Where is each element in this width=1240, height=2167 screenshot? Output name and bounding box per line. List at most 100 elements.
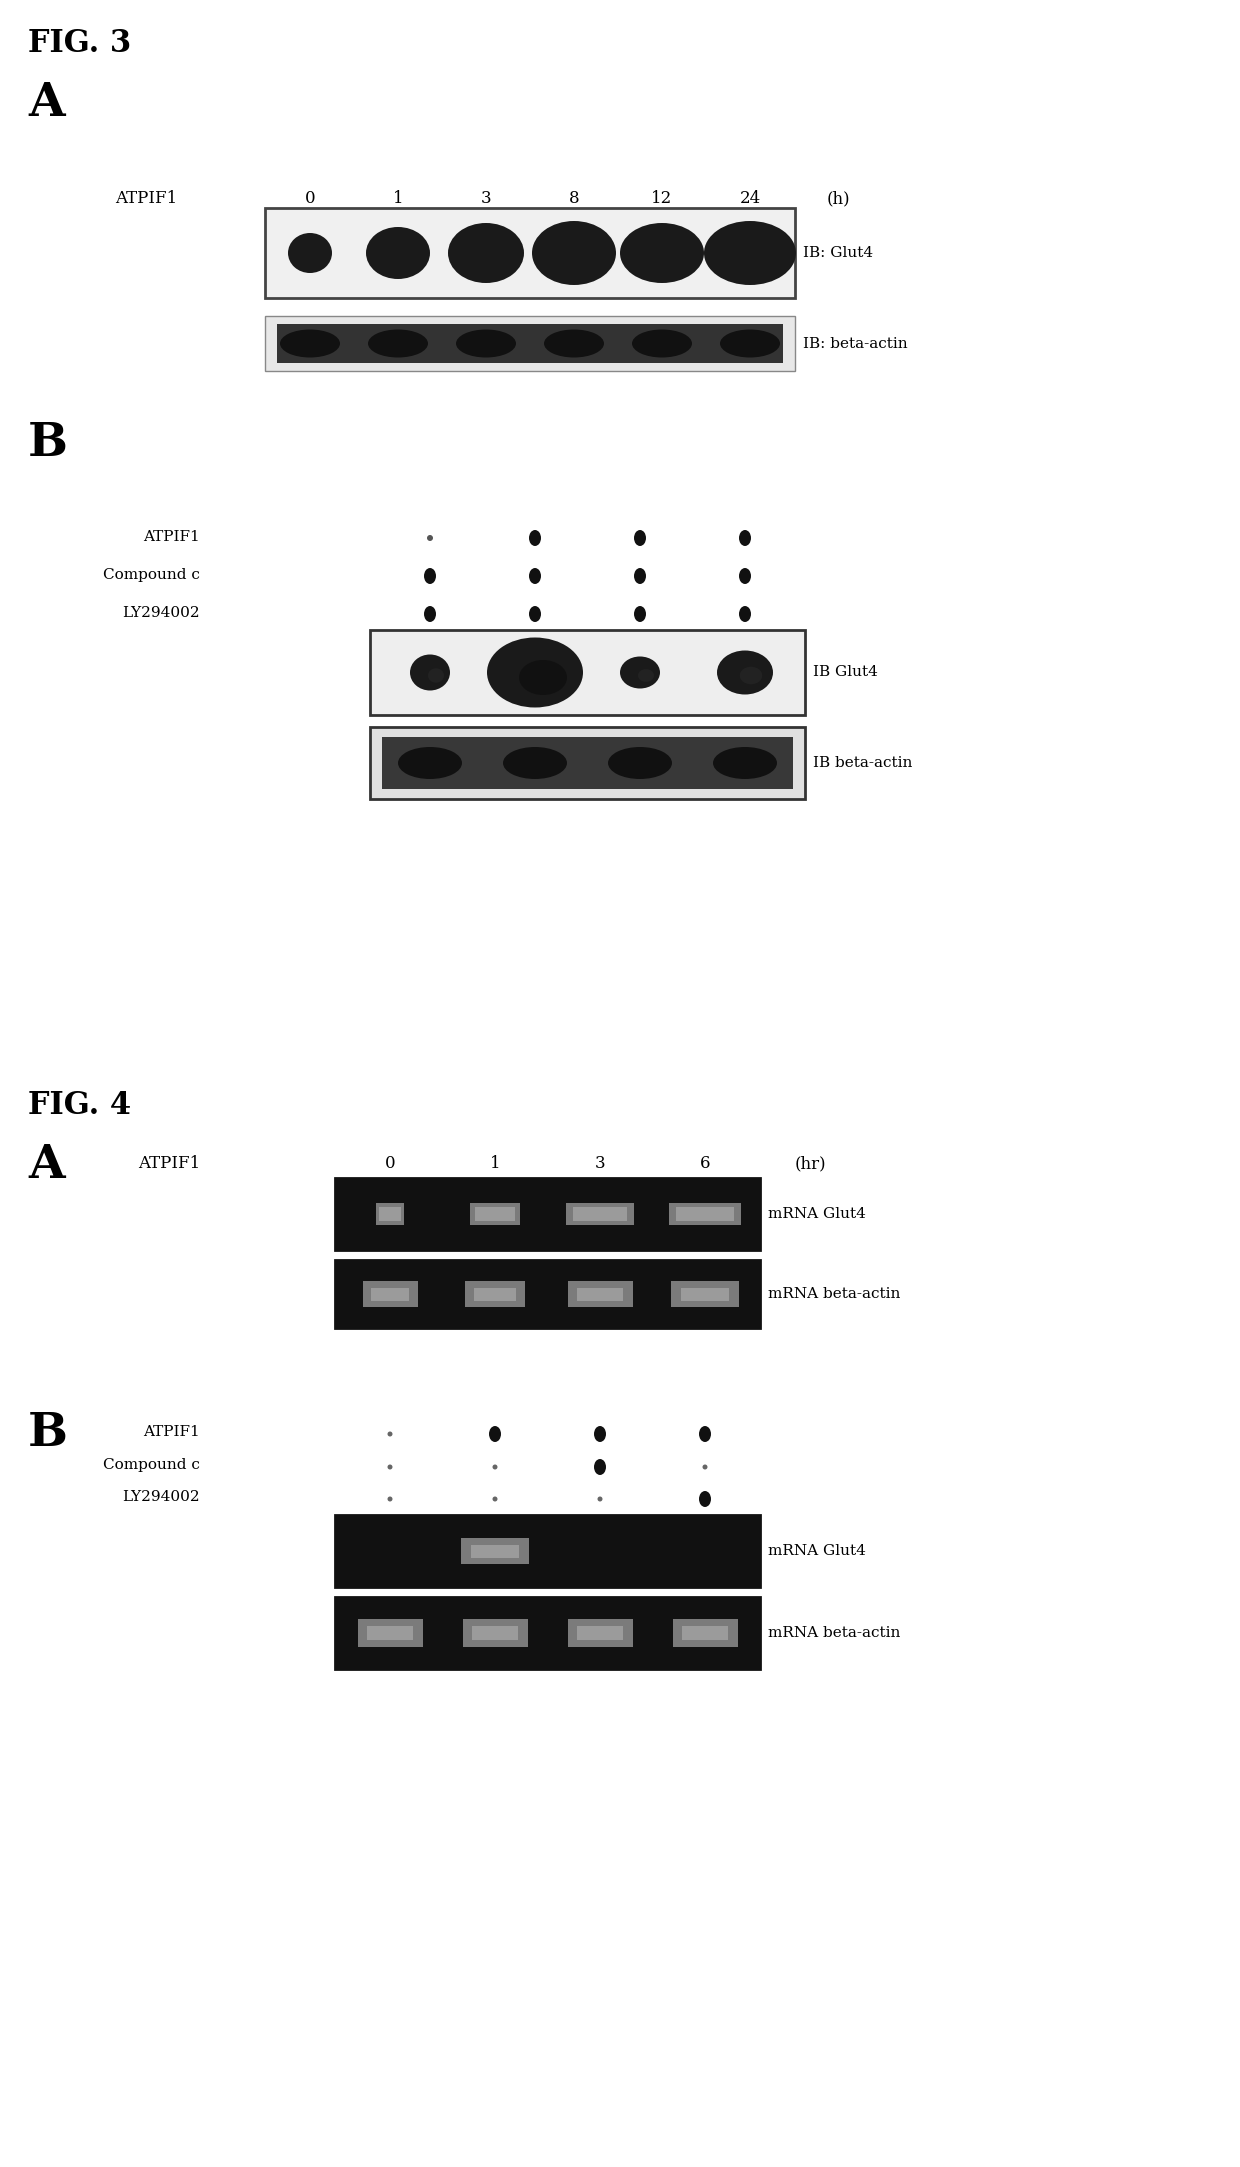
Bar xyxy=(357,1619,423,1647)
Text: mRNA beta-actin: mRNA beta-actin xyxy=(768,1625,900,1640)
Ellipse shape xyxy=(428,667,444,683)
Text: ATPIF1: ATPIF1 xyxy=(144,1426,200,1439)
Ellipse shape xyxy=(529,531,541,546)
Ellipse shape xyxy=(703,1465,708,1469)
Text: IB beta-actin: IB beta-actin xyxy=(813,756,913,769)
Ellipse shape xyxy=(713,748,777,778)
Text: LY294002: LY294002 xyxy=(123,1491,200,1504)
Ellipse shape xyxy=(387,1497,393,1502)
Ellipse shape xyxy=(699,1491,711,1506)
Bar xyxy=(382,737,794,789)
Bar xyxy=(277,325,782,364)
Text: FIG. 4: FIG. 4 xyxy=(29,1090,131,1120)
Ellipse shape xyxy=(608,748,672,778)
Ellipse shape xyxy=(594,1426,606,1441)
Bar xyxy=(370,726,805,800)
Bar xyxy=(474,1287,516,1300)
Bar xyxy=(472,1625,518,1640)
Ellipse shape xyxy=(639,670,653,683)
Ellipse shape xyxy=(387,245,419,271)
Bar xyxy=(335,1259,760,1328)
Bar xyxy=(470,1203,520,1224)
Text: A: A xyxy=(29,1142,64,1188)
Bar xyxy=(565,1203,634,1224)
Ellipse shape xyxy=(740,667,763,685)
Text: 6: 6 xyxy=(699,1155,711,1172)
Text: (hr): (hr) xyxy=(794,1155,826,1172)
Bar xyxy=(568,1281,632,1307)
Bar xyxy=(573,1207,627,1220)
Ellipse shape xyxy=(720,329,780,358)
Ellipse shape xyxy=(520,661,567,696)
Bar xyxy=(371,1287,409,1300)
Text: A: A xyxy=(29,80,64,126)
Ellipse shape xyxy=(732,241,777,273)
Ellipse shape xyxy=(634,568,646,583)
Text: FIG. 3: FIG. 3 xyxy=(29,28,131,59)
Text: mRNA Glut4: mRNA Glut4 xyxy=(768,1545,866,1558)
Ellipse shape xyxy=(492,1465,497,1469)
Ellipse shape xyxy=(699,1426,711,1441)
Text: ATPIF1: ATPIF1 xyxy=(115,191,177,208)
Ellipse shape xyxy=(704,221,796,286)
Bar xyxy=(376,1203,404,1224)
Text: ATPIF1: ATPIF1 xyxy=(138,1155,200,1172)
Ellipse shape xyxy=(410,654,450,691)
Ellipse shape xyxy=(448,223,525,284)
Text: ATPIF1: ATPIF1 xyxy=(144,531,200,544)
Bar xyxy=(461,1539,529,1565)
Ellipse shape xyxy=(366,228,430,280)
Text: LY294002: LY294002 xyxy=(123,607,200,620)
Ellipse shape xyxy=(387,1465,393,1469)
Bar xyxy=(676,1207,734,1220)
Text: mRNA Glut4: mRNA Glut4 xyxy=(768,1207,866,1220)
Text: mRNA beta-actin: mRNA beta-actin xyxy=(768,1287,900,1300)
Text: 12: 12 xyxy=(651,191,672,208)
Bar xyxy=(578,1287,622,1300)
Ellipse shape xyxy=(427,535,433,542)
Ellipse shape xyxy=(598,1497,603,1502)
Bar xyxy=(578,1625,622,1640)
Bar xyxy=(463,1619,527,1647)
Ellipse shape xyxy=(288,234,332,273)
Ellipse shape xyxy=(634,531,646,546)
Text: 1: 1 xyxy=(490,1155,500,1172)
Bar xyxy=(378,1207,402,1220)
Ellipse shape xyxy=(472,243,510,273)
Ellipse shape xyxy=(739,531,751,546)
Bar xyxy=(465,1281,525,1307)
Text: IB: Glut4: IB: Glut4 xyxy=(804,247,873,260)
Bar xyxy=(265,316,795,371)
Bar xyxy=(265,208,795,299)
Ellipse shape xyxy=(646,243,688,273)
Bar xyxy=(682,1625,728,1640)
Ellipse shape xyxy=(398,748,463,778)
Ellipse shape xyxy=(368,329,428,358)
Ellipse shape xyxy=(717,650,773,693)
Ellipse shape xyxy=(529,607,541,622)
Text: B: B xyxy=(29,420,68,466)
Text: Compound c: Compound c xyxy=(103,568,200,583)
Text: 0: 0 xyxy=(305,191,315,208)
Text: (h): (h) xyxy=(826,191,849,208)
Ellipse shape xyxy=(632,329,692,358)
Bar xyxy=(370,631,805,715)
Ellipse shape xyxy=(387,1432,393,1437)
Bar xyxy=(671,1281,739,1307)
Text: 0: 0 xyxy=(384,1155,396,1172)
Bar xyxy=(335,1515,760,1586)
Bar xyxy=(672,1619,738,1647)
Bar xyxy=(670,1203,742,1224)
Ellipse shape xyxy=(594,1458,606,1476)
Ellipse shape xyxy=(544,329,604,358)
Ellipse shape xyxy=(487,637,583,706)
Text: 8: 8 xyxy=(569,191,579,208)
Ellipse shape xyxy=(489,1426,501,1441)
Text: Compound c: Compound c xyxy=(103,1458,200,1471)
Ellipse shape xyxy=(558,241,600,273)
Ellipse shape xyxy=(620,223,704,284)
Text: B: B xyxy=(29,1411,68,1456)
Ellipse shape xyxy=(739,607,751,622)
Bar xyxy=(681,1287,729,1300)
Ellipse shape xyxy=(280,329,340,358)
